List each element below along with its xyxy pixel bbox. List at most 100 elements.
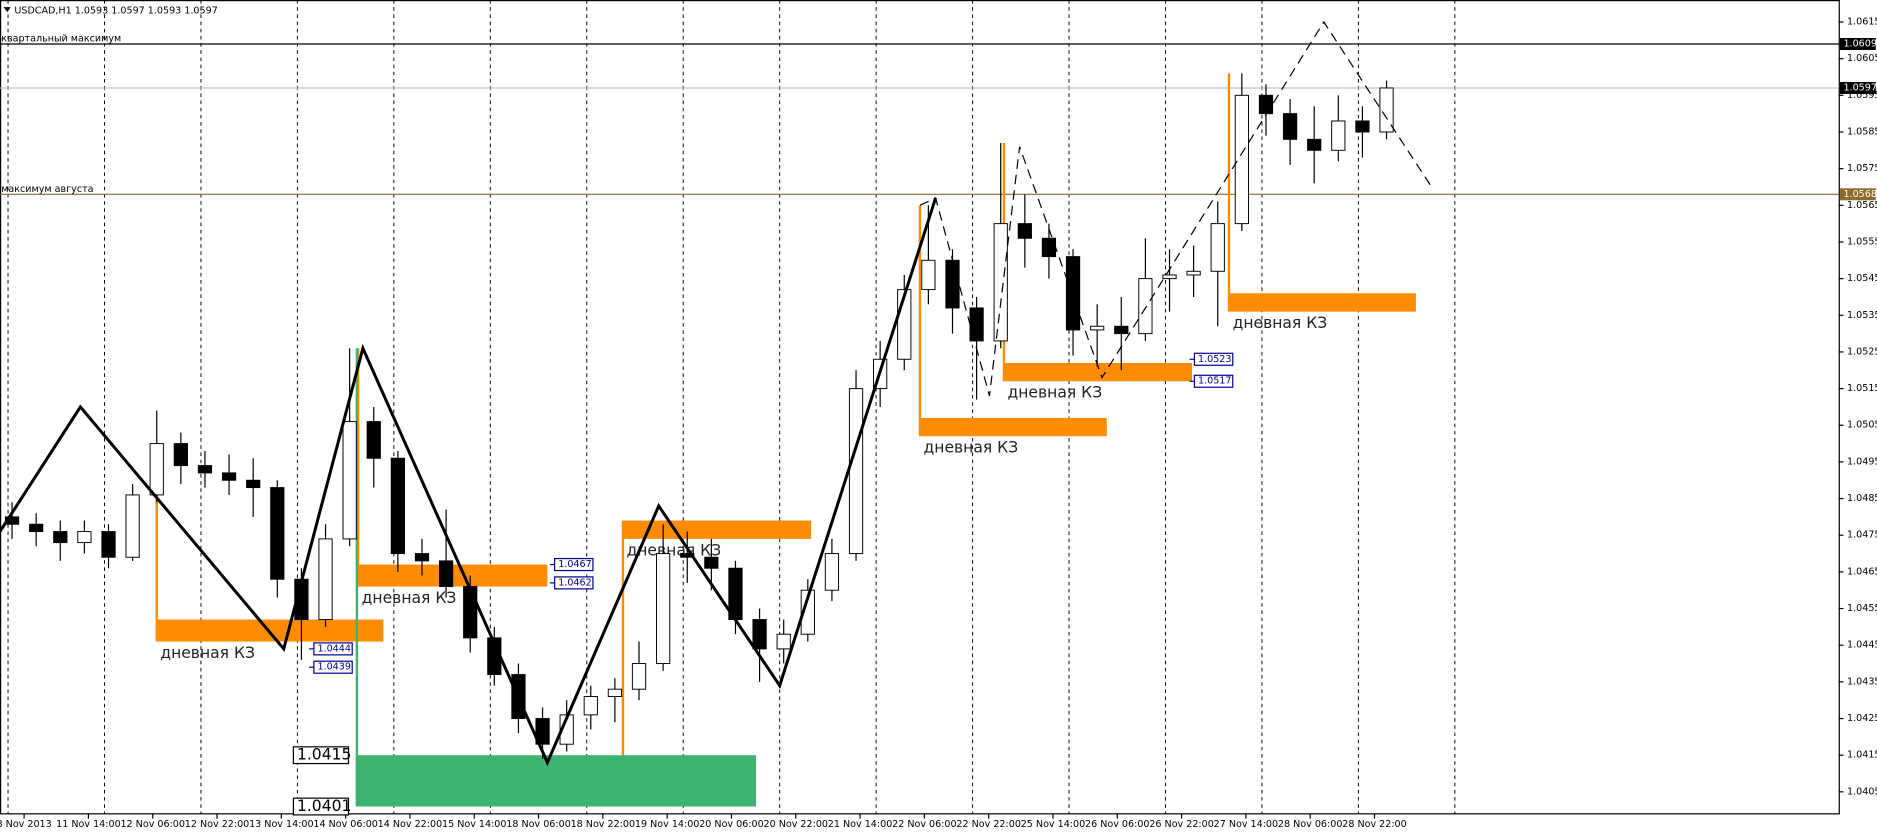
price-tag-label: 1.0597 (1843, 82, 1876, 93)
x-tick-label: 20 Nov 22:00 (764, 819, 828, 830)
x-tick-label: 8 Nov 2013 (0, 819, 52, 830)
candle-body (1379, 87, 1394, 133)
price-tag-label: 1.0568 (1843, 189, 1876, 200)
zone (355, 755, 756, 807)
x-tick-label: 12 Nov 22:00 (185, 819, 249, 830)
y-tick-label: 1.0585 (1847, 126, 1877, 137)
big-price-label: 1.0415 (297, 746, 351, 764)
y-tick-label: 1.0545 (1847, 273, 1877, 284)
zone-label: дневная КЗ (1008, 384, 1103, 402)
price-label: 1.0517 (1198, 376, 1231, 387)
candle-body (438, 560, 454, 588)
candle-body (149, 443, 164, 496)
price-label-box (1193, 374, 1234, 388)
candle-body (221, 472, 237, 481)
x-tick-label: 13 Nov 14:00 (249, 819, 313, 830)
candle-body (77, 531, 92, 544)
x-tick-label: 20 Nov 06:00 (699, 819, 763, 830)
y-tick-label: 1.0605 (1847, 53, 1877, 64)
level-name: максимум августа (1, 184, 93, 195)
candle-body (704, 556, 719, 569)
price-tag (1839, 38, 1876, 50)
candle-body (1065, 256, 1081, 331)
candle-body (53, 531, 68, 544)
price-label: 1.0523 (1198, 354, 1231, 365)
candle-body (1162, 274, 1177, 280)
candle-body (800, 589, 815, 635)
x-tick-label: 15 Nov 14:00 (442, 819, 506, 830)
x-tick-label: 12 Nov 06:00 (120, 819, 184, 830)
candle-body (463, 586, 478, 639)
y-tick-label: 1.0535 (1847, 310, 1877, 321)
price-tag (1839, 81, 1876, 94)
y-tick-label: 1.0565 (1847, 200, 1877, 211)
candle-body (1114, 325, 1129, 335)
x-tick-label: 26 Nov 22:00 (1149, 819, 1213, 830)
price-label-box (554, 576, 594, 590)
zone (621, 520, 812, 539)
candle-body (318, 538, 333, 621)
y-tick-label: 1.0405 (1847, 786, 1877, 797)
candle-body (535, 718, 550, 745)
y-tick-label: 1.0515 (1847, 383, 1877, 394)
price-label: 1.0444 (317, 643, 350, 654)
zone-label: дневная КЗ (362, 589, 457, 607)
zigzag-line (0, 197, 938, 767)
price-label-box (313, 642, 353, 656)
y-tick-label: 1.0425 (1847, 713, 1877, 724)
candle-body (1307, 138, 1322, 151)
zone (1002, 362, 1193, 382)
candle-body (969, 307, 984, 342)
zone-label: дневная КЗ (627, 541, 722, 559)
candle-body (921, 259, 936, 291)
candle-body (656, 553, 671, 665)
x-tick-label: 28 Nov 06:00 (1278, 819, 1342, 830)
price-tag (1839, 188, 1876, 201)
x-tick-label: 21 Nov 14:00 (828, 819, 892, 830)
candle-body (631, 663, 647, 690)
projection-line (919, 20, 1433, 397)
menu-triangle[interactable] (3, 7, 11, 12)
candle-body (246, 479, 261, 489)
candle-body (1186, 270, 1201, 276)
candle-body (848, 388, 864, 555)
candle-body (680, 553, 695, 558)
candle-body (366, 421, 381, 459)
y-tick-label: 1.0595 (1847, 90, 1877, 101)
y-tick-label: 1.0435 (1847, 676, 1877, 687)
plot-frame (0, 0, 1840, 815)
candle-body (776, 633, 791, 650)
big-price-box (292, 797, 350, 816)
candle-body (607, 688, 623, 698)
candle-body (101, 531, 116, 558)
price-label: 1.0462 (558, 577, 591, 588)
x-tick-label: 22 Nov 22:00 (956, 819, 1020, 830)
candle-body (824, 553, 840, 591)
candle-body (1282, 113, 1298, 140)
price-label-box (1193, 352, 1234, 366)
x-tick-label: 11 Nov 14:00 (56, 819, 120, 830)
x-tick-label: 26 Nov 06:00 (1085, 819, 1149, 830)
y-tick-label: 1.0525 (1847, 346, 1877, 357)
y-tick-label: 1.0555 (1847, 236, 1877, 247)
candle-body (125, 494, 140, 558)
candle-body (752, 619, 767, 650)
x-tick-label: 14 Nov 06:00 (313, 819, 377, 830)
candle-body (1210, 223, 1225, 272)
chart-title: USDCAD,H1 1.0593 1.0597 1.0593 1.0597 (14, 5, 217, 16)
candle-body (1355, 120, 1370, 133)
candle-body (993, 223, 1008, 342)
x-tick-label: 18 Nov 06:00 (506, 819, 570, 830)
candle-body (945, 259, 960, 309)
level-name: квартальный максимум (1, 34, 121, 45)
zone (1227, 293, 1416, 312)
price-label: 1.0439 (317, 662, 350, 673)
y-tick-label: 1.0455 (1847, 603, 1877, 614)
y-tick-label: 1.0575 (1847, 163, 1877, 174)
y-tick-label: 1.0415 (1847, 750, 1877, 761)
candle-body (1017, 223, 1032, 239)
big-price-label: 1.0401 (297, 797, 351, 815)
